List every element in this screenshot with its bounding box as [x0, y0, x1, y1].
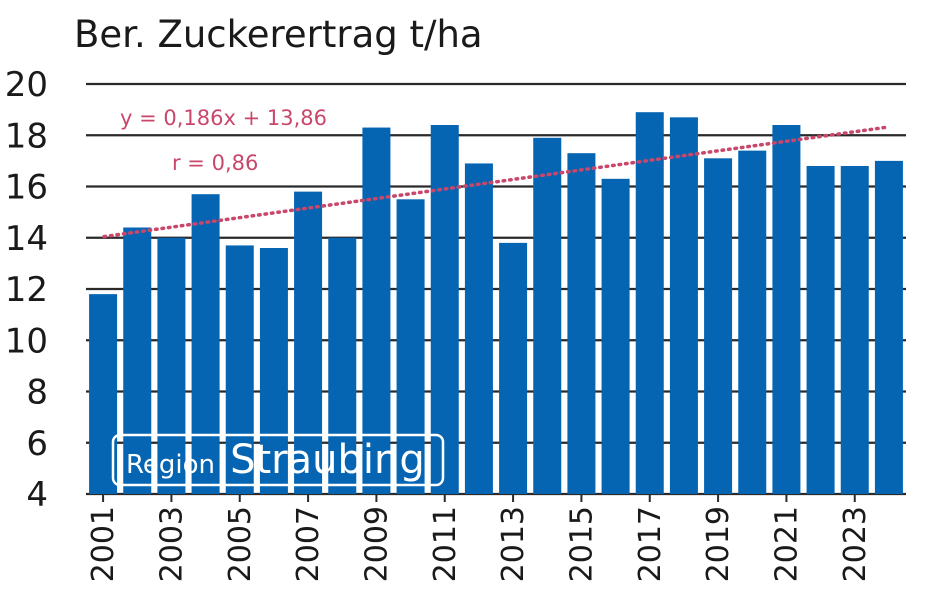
- x-tick-label: 2015: [564, 506, 599, 582]
- x-tick-label: 2011: [428, 506, 463, 582]
- y-tick-label: 20: [5, 65, 48, 105]
- bar-2010: [396, 199, 425, 494]
- y-tick-label: 12: [5, 270, 48, 310]
- bar-2023: [840, 166, 869, 494]
- bar-2014: [533, 137, 562, 494]
- x-tick-label: 2013: [496, 506, 531, 582]
- x-tick-label: 2007: [291, 506, 326, 582]
- region-badge-small-text: Region: [126, 450, 215, 480]
- bar-2003: [157, 237, 186, 494]
- region-badge: Region Straubing: [111, 433, 445, 487]
- chart-title: Ber. Zuckerertrag t/ha: [74, 13, 483, 56]
- svg-text:Region Straubing: Region Straubing: [126, 437, 425, 483]
- bar-2005: [225, 245, 254, 494]
- x-tick-label: 2009: [359, 506, 394, 582]
- y-tick-label: 16: [5, 168, 48, 208]
- y-tick-label: 18: [5, 116, 48, 156]
- x-tick-label: 2001: [86, 506, 121, 582]
- y-tick-label: 4: [26, 475, 48, 515]
- trend-r-label: r = 0,86: [172, 151, 258, 175]
- trend-equation-label: y = 0,186x + 13,86: [120, 106, 327, 130]
- bar-2022: [806, 166, 835, 494]
- x-tick-label: 2005: [223, 506, 258, 582]
- bar-2009: [362, 127, 391, 494]
- trendline-path: [102, 125, 891, 239]
- trendline: [102, 125, 891, 239]
- y-axis-ticks: 20 18 16 14 12 10 8 6 4: [5, 65, 48, 515]
- bar-2006: [259, 248, 288, 494]
- bar-2016: [601, 178, 630, 494]
- bar-2007: [294, 191, 323, 494]
- bar-2011: [430, 125, 459, 494]
- y-tick-label: 14: [5, 219, 48, 259]
- x-tick-label: 2023: [838, 506, 873, 582]
- region-badge-frame: [111, 433, 445, 487]
- y-tick-label: 10: [5, 321, 48, 361]
- region-badge-big-text: Straubing: [230, 437, 425, 483]
- x-tick-label: 2021: [769, 506, 804, 582]
- bar-2021: [772, 125, 801, 494]
- x-tick-label: 2019: [701, 506, 736, 582]
- grid-lines: [86, 82, 906, 496]
- y-tick-label: 8: [26, 373, 48, 413]
- bar-2015: [567, 153, 596, 494]
- bar-2019: [704, 158, 733, 494]
- bar-2020: [738, 150, 767, 494]
- y-tick-label: 6: [26, 424, 48, 464]
- bar-2024: [874, 160, 903, 494]
- x-axis-ticks: 2001 2003 2005 2007 2009 2011 2013 2015 2017 2019…: [86, 494, 873, 582]
- bar-2017: [635, 112, 664, 494]
- bar-2013: [499, 242, 528, 494]
- x-tick-label: 2003: [154, 506, 189, 582]
- bars: [89, 112, 903, 494]
- bar-2012: [464, 163, 493, 494]
- x-tick-label: 2017: [633, 506, 668, 582]
- bar-2002: [123, 227, 152, 494]
- bar-2018: [669, 117, 698, 494]
- bar-2008: [328, 237, 357, 494]
- bar-2004: [191, 194, 220, 494]
